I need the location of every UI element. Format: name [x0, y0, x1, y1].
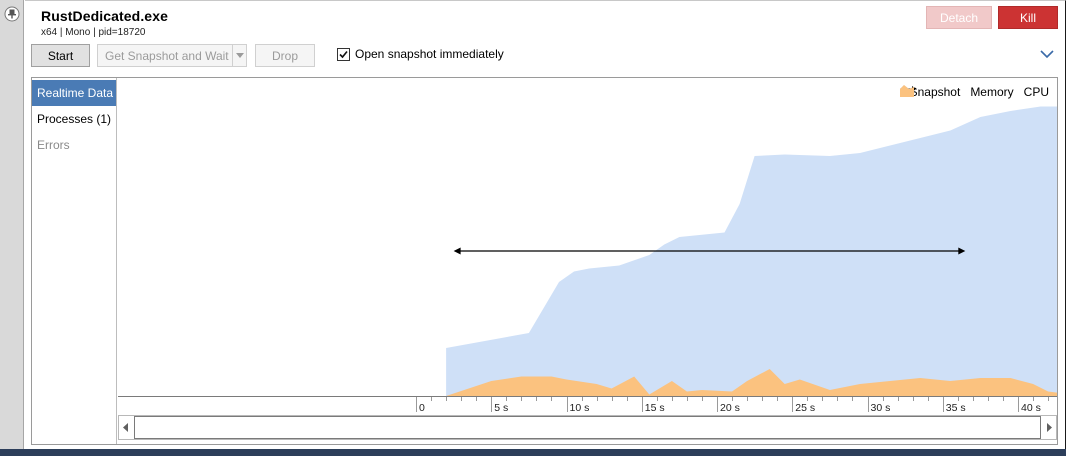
- expand-chevron-icon[interactable]: [1040, 49, 1054, 59]
- get-snapshot-button[interactable]: Get Snapshot and Wait: [97, 44, 234, 67]
- snapshot-arrowhead-right: [958, 247, 966, 255]
- sidebar-item-realtime-data[interactable]: Realtime Data: [32, 80, 116, 106]
- snapshot-arrowhead-left: [453, 247, 461, 255]
- sidebar: Realtime Data Processes (1) Errors: [32, 78, 117, 444]
- x-tick-label: 20 s: [720, 402, 740, 414]
- scroll-left-arrow-icon[interactable]: [123, 423, 128, 432]
- legend-snapshot: Snapshot: [899, 85, 961, 99]
- legend-cpu-label: CPU: [1023, 85, 1049, 99]
- process-subtitle: x64 | Mono | pid=18720: [41, 27, 146, 38]
- taskbar-strip: [0, 449, 1066, 456]
- x-tick-label: 10 s: [570, 402, 590, 414]
- x-tick-label: 5 s: [494, 402, 508, 414]
- profiler-window: RustDedicated.exe x64 | Mono | pid=18720…: [25, 0, 1066, 450]
- cpu-area: [446, 369, 1057, 396]
- sidebar-item-errors[interactable]: Errors: [37, 138, 70, 152]
- x-tick-label: 25 s: [795, 402, 815, 414]
- legend-cpu: CPU: [899, 85, 1049, 99]
- legend-snapshot-label: Snapshot: [909, 85, 961, 99]
- left-dock-rail: [0, 0, 24, 456]
- get-snapshot-dropdown-button[interactable]: [232, 44, 247, 67]
- detach-button[interactable]: Detach: [926, 6, 992, 29]
- content-panel: Realtime Data Processes (1) Errors 0 5 s 1…: [31, 77, 1058, 445]
- x-tick-label: 0: [419, 402, 425, 414]
- kill-button[interactable]: Kill: [998, 6, 1058, 29]
- legend-memory-label: Memory: [970, 85, 1014, 99]
- pin-icon[interactable]: [4, 6, 20, 22]
- sidebar-item-processes[interactable]: Processes (1): [37, 112, 112, 126]
- start-button[interactable]: Start: [31, 44, 90, 67]
- x-tick-label: 15 s: [645, 402, 665, 414]
- open-snapshot-label[interactable]: Open snapshot immediately: [355, 47, 504, 61]
- drop-button[interactable]: Drop: [255, 44, 315, 67]
- legend-memory: Memory: [899, 85, 1014, 99]
- realtime-chart: 0 5 s 10 s 15 s 20 s 25 s 30 s 35 s 40 s Snapsho…: [118, 78, 1057, 444]
- chart-legend: Snapshot Memory CPU: [899, 85, 1049, 99]
- x-tick-label: 30 s: [871, 402, 891, 414]
- cpu-swatch-icon: [899, 85, 914, 97]
- x-tick-label: 35 s: [946, 402, 966, 414]
- x-tick-label: 40 s: [1021, 402, 1041, 414]
- checkmark-icon: [339, 50, 348, 59]
- scroll-right-arrow-icon[interactable]: [1047, 423, 1052, 432]
- chart-canvas: 0 5 s 10 s 15 s 20 s 25 s 30 s 35 s 40 s: [118, 106, 1057, 440]
- process-title: RustDedicated.exe: [41, 8, 168, 24]
- open-snapshot-checkbox[interactable]: [337, 48, 350, 61]
- scrollbar-thumb[interactable]: [134, 416, 1041, 439]
- chevron-down-icon: [235, 53, 244, 58]
